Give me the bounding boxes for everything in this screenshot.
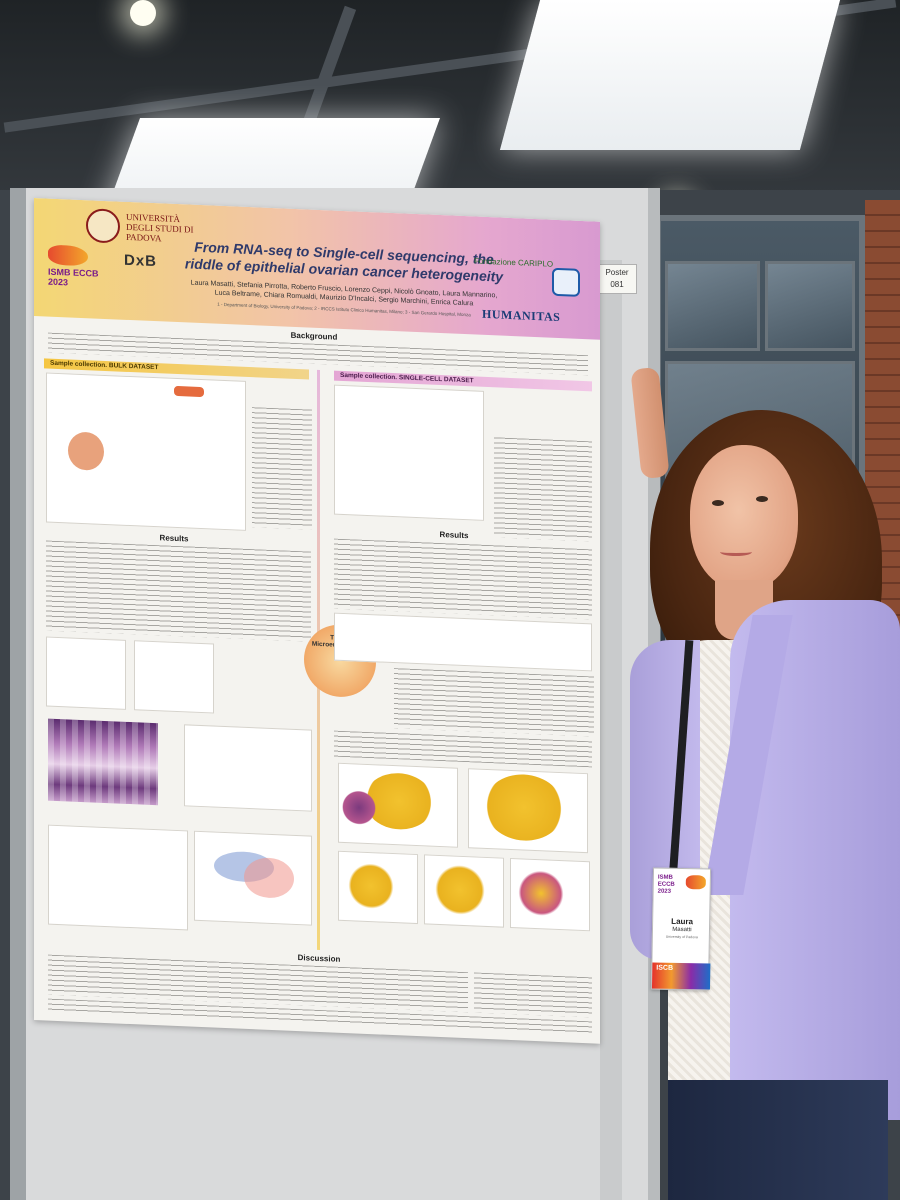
figure-3-panel xyxy=(334,384,484,521)
anatomy-illustration xyxy=(68,431,104,471)
section-results-right: Results xyxy=(439,529,469,541)
section-results-left: Results xyxy=(159,533,189,544)
heatmap-figure xyxy=(48,718,158,806)
bulk-dataset-text xyxy=(252,407,312,530)
window-pane xyxy=(765,261,855,351)
badge-footer: ISCB xyxy=(651,962,711,990)
person-eye xyxy=(712,500,724,506)
badge-first-name: Laura xyxy=(671,916,694,927)
figure-2a-panel xyxy=(46,636,126,710)
window-pane xyxy=(665,261,760,351)
ceiling-light-panel xyxy=(499,0,841,150)
sponsor-airc-logo xyxy=(552,267,580,297)
figure-2b-panel xyxy=(134,640,214,714)
conference-logo: ISMB ECCB 2023 xyxy=(48,244,100,293)
university-seal-logo xyxy=(86,208,120,244)
pca-figure xyxy=(184,724,312,812)
person-eye xyxy=(756,496,768,502)
anatomy-illustration xyxy=(174,385,204,398)
single-cell-dataset-text xyxy=(494,437,592,542)
lab-logo: DxB xyxy=(124,251,158,271)
ceiling-spotlight xyxy=(130,0,156,26)
badge-organization: University of Padova xyxy=(665,934,698,940)
poster-board-edge xyxy=(600,260,622,1200)
hallmark-figure xyxy=(48,824,188,931)
results-left-text xyxy=(46,540,311,642)
badge-conference-logo: ISMB ECCB 2023 xyxy=(657,874,675,895)
person-smile xyxy=(720,548,752,556)
results-right-text-3 xyxy=(334,730,592,768)
conference-logo-text: ISMB ECCB 2023 xyxy=(48,266,99,288)
badge-last-name: Masatti xyxy=(672,926,692,934)
person-jeans xyxy=(668,1080,888,1200)
results-right-text xyxy=(334,538,592,620)
person-face xyxy=(690,445,798,590)
scientific-poster: UNIVERSITÀ DEGLI STUDI DI PADOVA ISMB EC… xyxy=(34,198,600,1044)
section-background: Background xyxy=(290,330,338,342)
section-discussion: Discussion xyxy=(297,953,341,964)
funding-text xyxy=(474,972,592,1018)
poster-number-tag: Poster 081 xyxy=(597,264,637,294)
lion-icon xyxy=(48,244,88,267)
tsne-cluster xyxy=(342,786,376,829)
lion-icon xyxy=(685,875,706,890)
name-badge: ISMB ECCB 2023 Laura Masatti University … xyxy=(650,867,712,991)
results-right-text-2 xyxy=(394,668,594,737)
